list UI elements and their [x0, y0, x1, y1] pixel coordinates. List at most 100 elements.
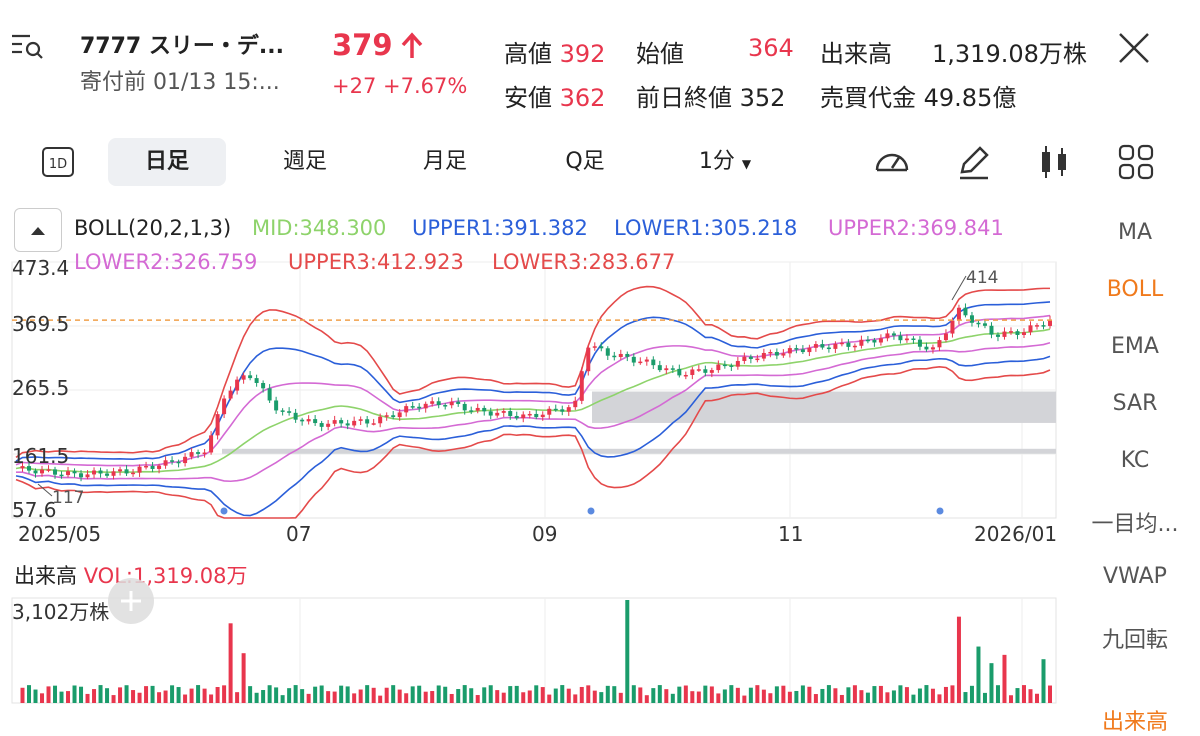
tab-week[interactable]: 週足 [282, 149, 327, 174]
indicator-boll[interactable]: BOLL [1106, 277, 1164, 302]
candle-body [384, 415, 389, 417]
candle-body [254, 378, 259, 383]
candle-body [339, 420, 344, 424]
volume-bar [664, 689, 669, 703]
drawing-pen-icon[interactable] [954, 142, 994, 182]
volume-bar [911, 694, 916, 703]
volume-bar [326, 691, 331, 703]
period-tabs: 1D 日足 週足 月足 Q足 1分 ▼ [0, 130, 1200, 194]
candle-body [215, 414, 220, 436]
volume-bar [514, 685, 519, 703]
collapse-indicator-button[interactable] [14, 208, 62, 252]
candle-body [586, 347, 591, 372]
candle-body [651, 359, 656, 366]
volume-bar [495, 690, 500, 703]
candle-body [1015, 331, 1020, 335]
indicator-sar[interactable]: SAR [1112, 391, 1158, 416]
volume-bar [618, 692, 623, 703]
volume-bar [105, 688, 110, 703]
candle-body [742, 356, 747, 361]
price-change: +27 +7.67% [332, 74, 468, 98]
grid-menu-icon[interactable] [1116, 142, 1156, 182]
volume-bar [709, 686, 714, 703]
candle-body [313, 419, 318, 424]
tab-1d[interactable]: 1D [38, 138, 78, 186]
calendar-1d-icon: 1D [42, 147, 74, 177]
candle-body [618, 353, 623, 358]
gauge-icon[interactable] [872, 142, 912, 182]
menu-search-icon[interactable] [10, 30, 44, 64]
volume-bar [293, 685, 298, 703]
volume-bar [384, 687, 389, 703]
volume-frame [11, 597, 1057, 704]
volume-bar [885, 692, 890, 703]
indicator-volume[interactable]: 出来高 [1101, 710, 1168, 735]
volume-bar [1008, 695, 1013, 703]
volume-bar [358, 689, 363, 703]
candle-body [787, 348, 792, 354]
candle-body [404, 406, 409, 413]
volume-bar [456, 689, 461, 703]
volume-bar [501, 692, 506, 703]
volume-bar [690, 691, 695, 703]
indicator-kc[interactable]: KC [1120, 448, 1150, 473]
indicator-vwap[interactable]: VWAP [1103, 564, 1167, 589]
stock-name[interactable]: 7777 スリー・デ... [80, 34, 284, 59]
volume-bar [209, 694, 214, 703]
indicator-kyukaiten[interactable]: 九回転 [1101, 628, 1168, 653]
high-annotation: 414 [966, 268, 999, 288]
candle-body [300, 419, 305, 422]
candle-body [670, 368, 675, 370]
candle-body [501, 411, 506, 413]
volume-bar [956, 616, 961, 703]
candle-body [410, 406, 415, 408]
high-annotation-line [951, 275, 967, 301]
volume-bar [92, 689, 97, 703]
y-tick: 161.5 [12, 444, 70, 468]
candle-body [859, 339, 864, 346]
tab-quarter[interactable]: Q足 [565, 149, 605, 174]
candle-body [105, 473, 110, 476]
volume-bar [878, 685, 883, 703]
add-indicator-button[interactable] [108, 578, 154, 624]
volume-bar [430, 691, 435, 703]
candle-body [735, 360, 740, 367]
prev-close-stat: 前日終値 352 [636, 78, 785, 113]
volume-bar [241, 653, 246, 703]
boll-lower1: LOWER1:305.218 [614, 216, 798, 240]
candle-body [820, 344, 825, 348]
volume-bar [852, 685, 857, 703]
candle-body [85, 474, 90, 478]
tab-minute[interactable]: 1分 ▼ [680, 138, 770, 186]
boll-name: BOLL(20,2,1,3) [74, 216, 232, 240]
volume-bar [235, 692, 240, 703]
candle-body [748, 356, 753, 359]
volume-bar [53, 685, 58, 703]
volume-bar [937, 694, 942, 703]
candle-body [761, 352, 766, 359]
volume-bar [1002, 654, 1007, 703]
indicator-ema[interactable]: EMA [1111, 334, 1159, 359]
tab-day[interactable]: 日足 [108, 138, 226, 186]
volume-bar [183, 694, 188, 703]
low-stat: 安値 362 [504, 78, 605, 113]
volume-bar [118, 687, 123, 703]
volume-bar [917, 688, 922, 703]
candle-body [378, 416, 383, 424]
volume-bar [768, 693, 773, 703]
volume-bar [839, 694, 844, 703]
x-tick: 2025/05 [18, 522, 102, 546]
candle-body [579, 371, 584, 401]
volume-bar [989, 663, 994, 703]
candle-body [144, 465, 149, 468]
tab-month[interactable]: 月足 [422, 149, 467, 174]
volume-bar [586, 685, 591, 703]
candlestick-icon[interactable] [1034, 142, 1074, 182]
volume-bar [644, 695, 649, 703]
close-icon[interactable] [1116, 30, 1152, 66]
volume-bar [170, 685, 175, 703]
boll-lower3-line [15, 366, 1051, 519]
indicator-ichimoku[interactable]: 一目均... [1091, 512, 1179, 537]
indicator-ma[interactable]: MA [1117, 220, 1153, 245]
